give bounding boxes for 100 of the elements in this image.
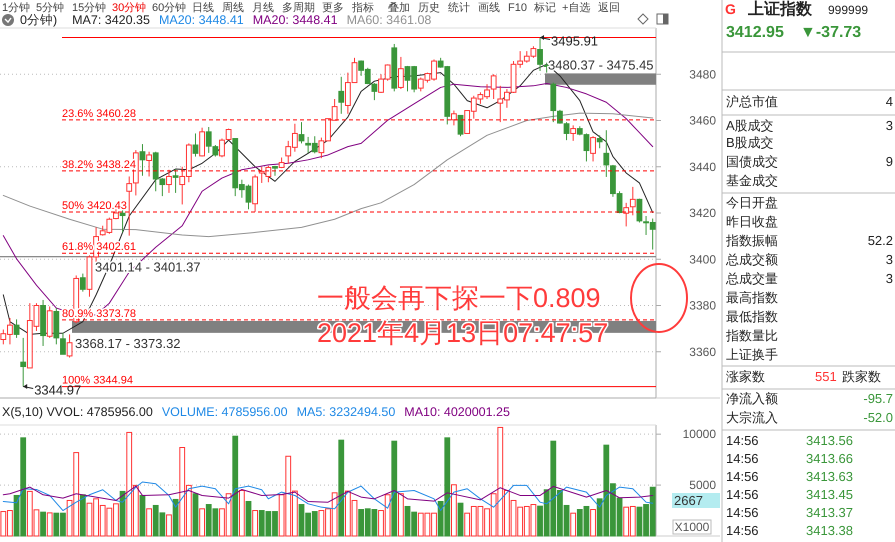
text: 9 bbox=[886, 154, 893, 169]
text: 14:56 bbox=[726, 505, 759, 520]
candlestick bbox=[140, 144, 146, 176]
text: 日线 bbox=[192, 1, 214, 14]
y-tick-label: 10000 bbox=[682, 427, 716, 442]
bar bbox=[391, 440, 398, 536]
text: 最高指数 bbox=[726, 290, 778, 305]
bar bbox=[238, 490, 245, 536]
text: 今日开盘 bbox=[726, 195, 778, 210]
text: 999999 bbox=[828, 3, 868, 17]
text: 大宗流入 bbox=[726, 410, 778, 425]
text: +自选 bbox=[562, 1, 590, 14]
text: 3413.45 bbox=[806, 487, 853, 502]
candlestick bbox=[172, 168, 178, 194]
text: 3412.95 bbox=[726, 24, 784, 41]
text: 标记 bbox=[533, 2, 556, 14]
text: 总成交额 bbox=[725, 252, 778, 267]
y-tick-label: 3400 bbox=[689, 252, 716, 266]
candlestick bbox=[451, 110, 457, 126]
text: 最低指数 bbox=[726, 309, 778, 324]
bar bbox=[140, 494, 146, 536]
bar bbox=[338, 440, 344, 536]
bar bbox=[146, 508, 152, 536]
text: 3413.63 bbox=[806, 469, 853, 484]
y-tick-label: 5000 bbox=[689, 478, 716, 492]
bar bbox=[590, 509, 596, 536]
candlestick bbox=[192, 132, 198, 158]
text: 沪总市值 bbox=[726, 94, 778, 109]
candlestick bbox=[603, 130, 610, 178]
text: 上证换手 bbox=[726, 347, 778, 362]
text: B股成交 bbox=[726, 135, 774, 150]
bar bbox=[232, 436, 238, 536]
candlestick bbox=[80, 273, 86, 292]
bar bbox=[458, 502, 464, 536]
candlestick bbox=[14, 318, 20, 338]
candlestick bbox=[458, 114, 464, 137]
text: 统计 bbox=[448, 1, 470, 14]
text: ▼-37.73 bbox=[800, 24, 862, 41]
bar bbox=[199, 508, 205, 536]
candlestick bbox=[636, 198, 642, 223]
y-tick-label: 3380 bbox=[689, 298, 716, 312]
candlestick bbox=[120, 208, 126, 233]
band-label: 3368.17 - 3373.32 bbox=[75, 336, 181, 351]
candlestick bbox=[590, 136, 596, 162]
candlestick bbox=[146, 151, 152, 177]
candlestick bbox=[66, 334, 72, 358]
text: 总成交量 bbox=[725, 271, 778, 286]
text: 3 bbox=[886, 252, 893, 267]
text: X(5,10) VVOL: 4785956.00 bbox=[2, 405, 153, 419]
text: 昨日收盘 bbox=[726, 214, 778, 229]
text: 指数量比 bbox=[725, 328, 778, 343]
text: 净流入额 bbox=[726, 391, 778, 406]
text: 14:56 bbox=[726, 469, 759, 484]
text: 3413.37 bbox=[806, 505, 853, 520]
text: 画线 bbox=[478, 1, 500, 14]
y-tick-label: 3420 bbox=[689, 206, 716, 220]
text: 多周期 bbox=[282, 2, 315, 14]
text: G bbox=[725, 1, 736, 17]
candlestick bbox=[398, 56, 404, 90]
bar bbox=[192, 493, 198, 536]
ref-line-label: 50% 3420.43 bbox=[62, 200, 127, 212]
candlestick bbox=[298, 122, 304, 144]
text: MA20: 3448.41 bbox=[252, 13, 338, 27]
candlestick bbox=[537, 36, 543, 72]
text: 14:56 bbox=[726, 523, 759, 538]
candlestick bbox=[596, 134, 603, 149]
annotation: 3495.91 bbox=[551, 33, 598, 48]
text: 551 bbox=[815, 369, 837, 384]
bar bbox=[252, 510, 258, 536]
text: 跌家数 bbox=[842, 369, 881, 384]
bar bbox=[166, 514, 172, 536]
y-tick-label: 3480 bbox=[689, 67, 716, 82]
text: 上证指数 bbox=[747, 0, 813, 18]
candlestick bbox=[490, 74, 497, 100]
text: 周线 bbox=[222, 1, 244, 14]
text: 叠加 bbox=[388, 1, 410, 14]
text: MA60: 3461.08 bbox=[346, 13, 432, 27]
text: 5分钟 bbox=[36, 2, 64, 14]
text: 3413.38 bbox=[806, 523, 853, 538]
bar bbox=[398, 493, 404, 536]
text: -95.7 bbox=[863, 391, 893, 406]
candlestick bbox=[338, 76, 344, 114]
text: 1分钟 bbox=[2, 2, 30, 14]
text: 2667 bbox=[674, 493, 703, 508]
text: 4 bbox=[886, 94, 893, 109]
candlestick bbox=[20, 337, 26, 388]
text: -52.0 bbox=[863, 410, 893, 425]
text: 0分钟) bbox=[20, 13, 58, 27]
text: 国债成交 bbox=[726, 154, 778, 169]
text: 月线 bbox=[252, 1, 274, 14]
text: 3413.56 bbox=[806, 433, 853, 448]
y-tick-label: 3440 bbox=[689, 160, 716, 174]
line-series bbox=[2, 486, 654, 503]
bar bbox=[246, 500, 252, 536]
ref-line-label: 23.6% 3460.28 bbox=[62, 108, 136, 120]
text: 14:56 bbox=[726, 433, 759, 448]
text: 3 bbox=[886, 271, 893, 286]
y-tick-label: 3360 bbox=[689, 344, 716, 359]
text: 基金成交 bbox=[726, 173, 778, 188]
bar bbox=[451, 484, 457, 536]
